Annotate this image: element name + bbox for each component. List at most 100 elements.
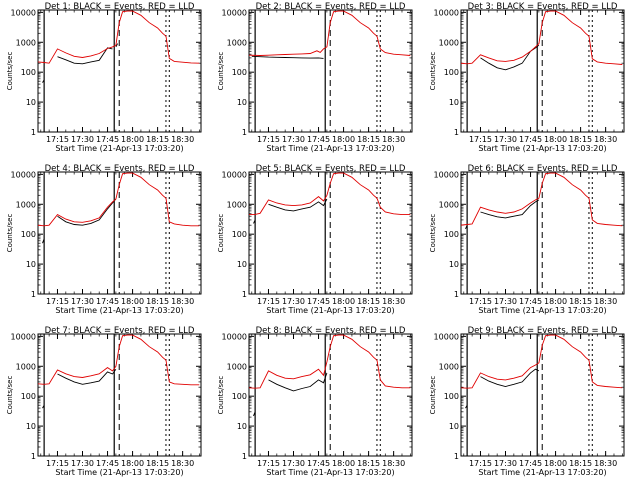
events-series-line — [253, 198, 328, 224]
panel-det-6: Det 6: BLACK = Events, RED = LLD 1 10 100 10… — [429, 164, 625, 315]
y-tick-label: 1 — [31, 290, 36, 299]
y-axis-label: Counts/sec — [429, 376, 437, 415]
lld-series-line — [249, 10, 411, 56]
x-tick-label: 18:15 — [146, 135, 169, 144]
y-tick-label: 10 — [449, 260, 459, 269]
y-axis-label: Counts/sec — [6, 214, 14, 253]
panel-det-4: Det 4: BLACK = Events, RED = LLD 1 10 100 10… — [6, 164, 202, 315]
y-axis-label: Counts/sec — [429, 52, 437, 91]
x-tick-label: 18:15 — [569, 459, 592, 468]
x-tick-label: 17:45 — [307, 459, 330, 468]
x-tick-label: 18:30 — [594, 297, 617, 306]
panel-det-1: Det 1: BLACK = Events, RED = LLD 1 10 100 10… — [6, 2, 202, 153]
x-tick-label: 17:30 — [282, 297, 305, 306]
x-tick-label: 18:15 — [357, 459, 380, 468]
x-tick-label: 18:15 — [569, 135, 592, 144]
x-tick-label: 17:15 — [257, 297, 280, 306]
panel-det-7: Det 7: BLACK = Events, RED = LLD 1 10 100 10… — [6, 326, 202, 477]
y-tick-label: 1000 — [227, 38, 247, 47]
y-tick-label: 1000 — [439, 200, 459, 209]
panel-title: Det 7: BLACK = Events, RED = LLD — [45, 326, 195, 336]
x-tick-label: 17:15 — [46, 135, 69, 144]
y-tick-label: 100 — [444, 68, 459, 77]
y-axis-label: Counts/sec — [217, 52, 225, 91]
y-tick-label: 10 — [26, 260, 36, 269]
events-series-line — [252, 56, 327, 59]
x-tick-label: 18:30 — [171, 459, 194, 468]
y-tick-label: 1 — [454, 128, 459, 137]
y-tick-label: 100 — [232, 230, 247, 239]
y-tick-label: 10000 — [11, 8, 36, 17]
y-tick-label: 1000 — [16, 38, 36, 47]
x-tick-label: 18:30 — [382, 459, 405, 468]
x-tick-label: 17:15 — [257, 459, 280, 468]
x-axis-label: Start Time (21-Apr-13 17:03:20) — [55, 468, 183, 477]
panel-title: Det 8: BLACK = Events, RED = LLD — [256, 326, 406, 336]
x-tick-label: 18:00 — [121, 459, 144, 468]
x-axis-label: Start Time (21-Apr-13 17:03:20) — [478, 468, 606, 477]
events-series-line — [42, 368, 117, 409]
y-tick-label: 100 — [232, 68, 247, 77]
x-tick-label: 17:15 — [469, 297, 492, 306]
lld-series-line — [38, 334, 200, 386]
x-tick-label: 17:15 — [469, 459, 492, 468]
lld-series-line — [461, 334, 623, 389]
x-tick-label: 17:45 — [519, 297, 542, 306]
x-axis-label: Start Time (21-Apr-13 17:03:20) — [478, 306, 606, 315]
panel-title: Det 9: BLACK = Events, RED = LLD — [468, 326, 618, 336]
x-tick-label: 18:30 — [594, 459, 617, 468]
lld-series-line — [249, 334, 411, 389]
y-tick-label: 1000 — [227, 200, 247, 209]
events-series-line — [465, 44, 540, 83]
panel-title: Det 1: BLACK = Events, RED = LLD — [45, 2, 195, 12]
x-tick-label: 18:00 — [544, 459, 567, 468]
y-tick-label: 10 — [237, 98, 247, 107]
lld-series-line — [461, 172, 623, 227]
y-tick-label: 100 — [444, 392, 459, 401]
x-tick-label: 17:45 — [307, 135, 330, 144]
x-tick-label: 18:30 — [382, 297, 405, 306]
events-series-line — [42, 43, 119, 83]
x-tick-label: 17:45 — [519, 459, 542, 468]
x-tick-label: 18:30 — [171, 297, 194, 306]
x-tick-label: 17:45 — [96, 459, 119, 468]
y-tick-label: 10 — [237, 422, 247, 431]
y-tick-label: 1000 — [16, 362, 36, 371]
x-tick-label: 18:30 — [594, 135, 617, 144]
events-series-line — [465, 368, 540, 409]
x-tick-label: 17:15 — [257, 135, 280, 144]
x-axis-label: Start Time (21-Apr-13 17:03:20) — [478, 144, 606, 153]
x-tick-label: 18:00 — [332, 297, 355, 306]
x-tick-label: 18:00 — [332, 459, 355, 468]
x-tick-label: 17:45 — [519, 135, 542, 144]
x-tick-label: 18:15 — [357, 135, 380, 144]
y-tick-label: 1 — [242, 128, 247, 137]
x-tick-label: 17:30 — [494, 297, 517, 306]
y-tick-label: 100 — [444, 230, 459, 239]
panel-det-5: Det 5: BLACK = Events, RED = LLD 1 10 100 10… — [217, 164, 413, 315]
y-tick-label: 1000 — [439, 38, 459, 47]
y-tick-label: 10000 — [434, 8, 459, 17]
x-axis-label: Start Time (21-Apr-13 17:03:20) — [55, 144, 183, 153]
y-tick-label: 10000 — [11, 332, 36, 341]
y-tick-label: 10000 — [222, 8, 247, 17]
x-tick-label: 17:30 — [494, 135, 517, 144]
y-tick-label: 1 — [242, 290, 247, 299]
y-tick-label: 10000 — [222, 170, 247, 179]
y-axis-label: Counts/sec — [6, 52, 14, 91]
y-tick-label: 1000 — [16, 200, 36, 209]
x-tick-label: 17:30 — [71, 297, 94, 306]
y-tick-label: 100 — [232, 392, 247, 401]
x-tick-label: 17:30 — [282, 459, 305, 468]
panel-det-2: Det 2: BLACK = Events, RED = LLD 1 10 100 10… — [217, 2, 413, 153]
x-tick-label: 17:30 — [282, 135, 305, 144]
lld-series-line — [38, 10, 200, 64]
panel-title: Det 6: BLACK = Events, RED = LLD — [468, 164, 618, 174]
x-tick-label: 17:30 — [494, 459, 517, 468]
panel-det-3: Det 3: BLACK = Events, RED = LLD 1 10 100 10… — [429, 2, 625, 153]
y-axis-label: Counts/sec — [217, 214, 225, 253]
y-axis-label: Counts/sec — [6, 376, 14, 415]
y-tick-label: 1 — [454, 452, 459, 461]
y-tick-label: 1 — [242, 452, 247, 461]
